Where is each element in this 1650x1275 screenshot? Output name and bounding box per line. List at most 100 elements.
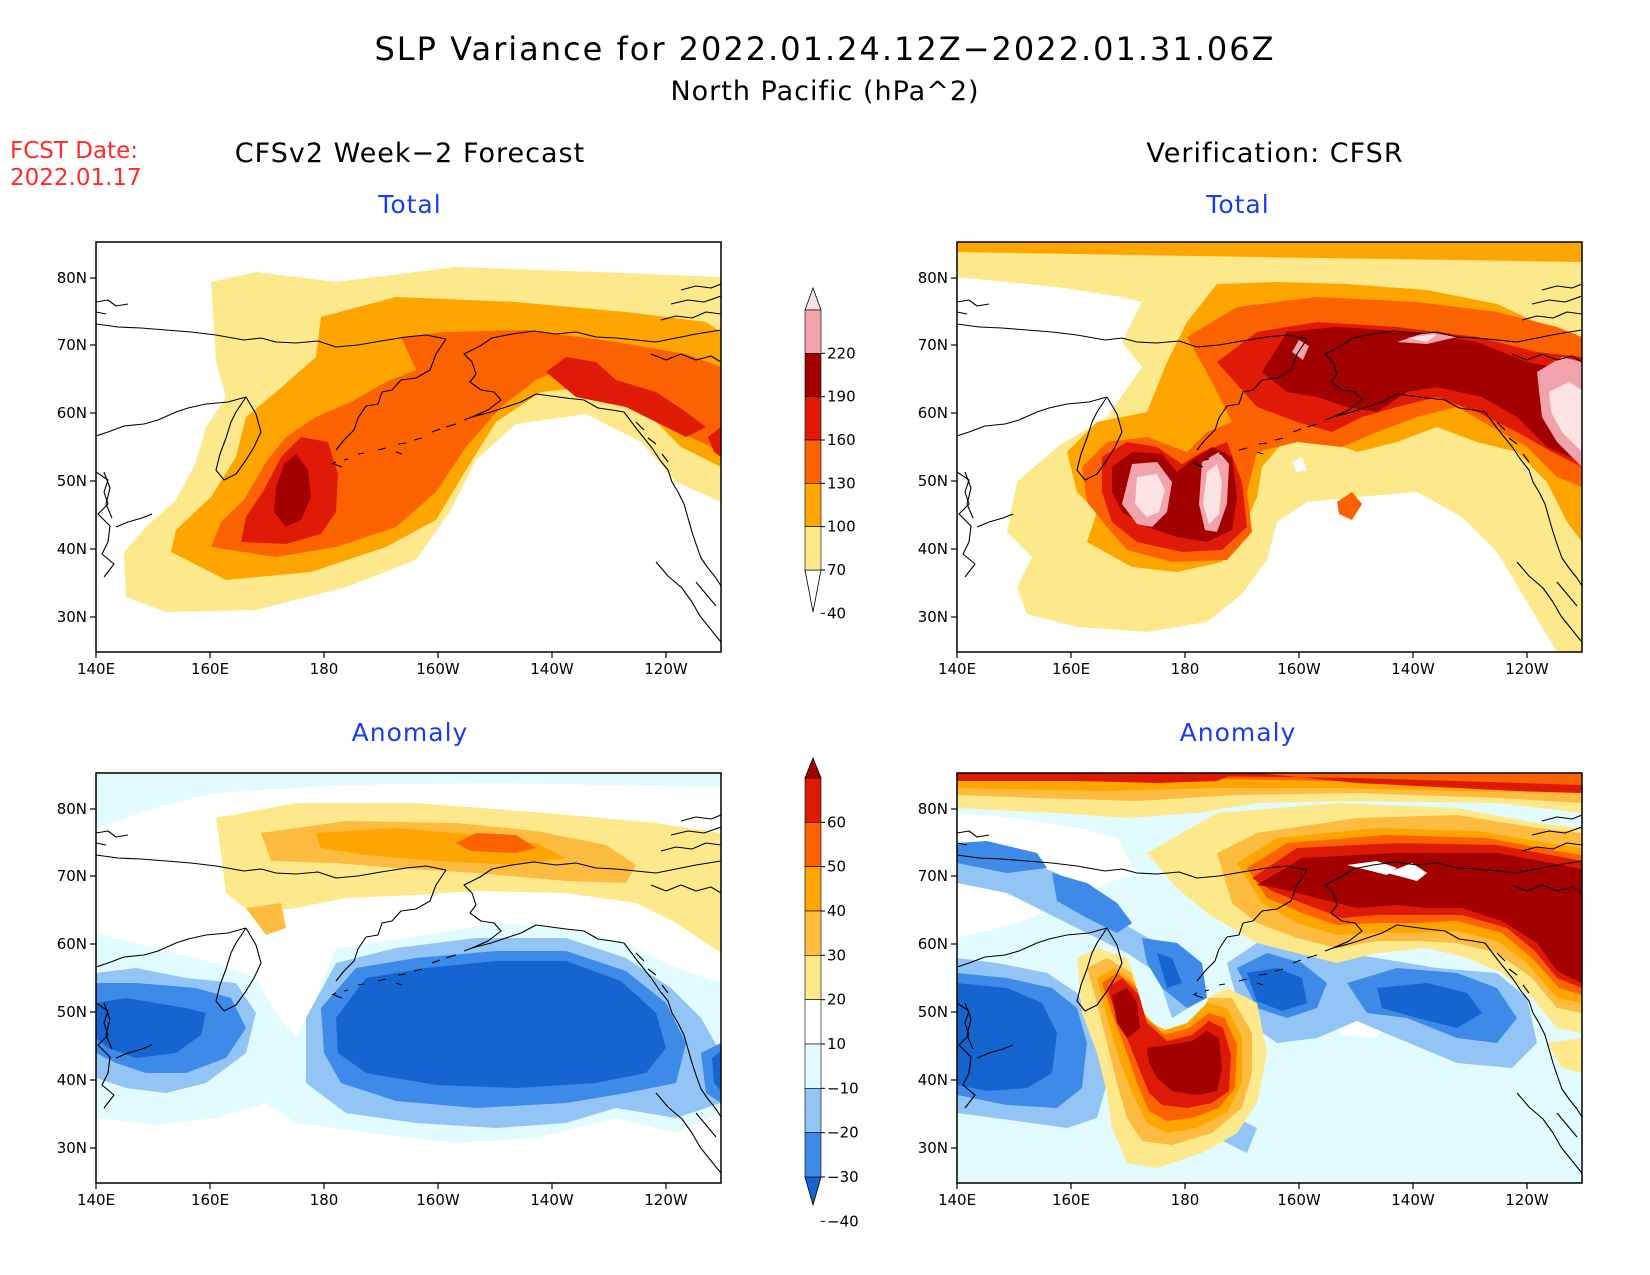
lon-label-verification-total-1: 160E bbox=[1052, 660, 1090, 678]
fcst-date-block: FCST Date: 2022.01.17 bbox=[10, 138, 142, 192]
lon-label-verification-total-0: 140E bbox=[938, 660, 976, 678]
lat-label-verification-anomaly-5: 30N bbox=[918, 1139, 948, 1157]
lon-label-forecast-anomaly-2: 180 bbox=[310, 1191, 339, 1209]
lon-label-forecast-total-1: 160E bbox=[191, 660, 229, 678]
lon-label-verification-total-5: 120W bbox=[1505, 660, 1549, 678]
cbar-anom-swatch-1 bbox=[804, 822, 822, 867]
lon-label-verification-total-2: 180 bbox=[1171, 660, 1200, 678]
panel-title-verification-anomaly: Anomaly bbox=[1179, 718, 1297, 747]
lon-label-forecast-anomaly-4: 140W bbox=[530, 1191, 574, 1209]
cbar-total-label-3: 130 bbox=[827, 474, 856, 492]
lon-label-forecast-total-4: 140W bbox=[530, 660, 574, 678]
colorbar-total: 40 70 100 130 160 190 220 bbox=[804, 286, 856, 622]
cbar-anom-swatch-6 bbox=[804, 1043, 822, 1089]
cbar-anom-label-8: 50 bbox=[827, 858, 846, 876]
cbar-anom-label-9: 60 bbox=[827, 813, 846, 831]
lat-label-verification-total-2: 60N bbox=[918, 404, 948, 422]
cbar-total-label-5: 190 bbox=[827, 388, 856, 406]
lat-label-forecast-anomaly-5: 30N bbox=[57, 1139, 87, 1157]
cbar-total-label-2: 100 bbox=[827, 518, 856, 536]
map-verification-total bbox=[950, 241, 1583, 659]
cbar-total-swatch-0 bbox=[804, 309, 822, 354]
lat-label-verification-anomaly-4: 40N bbox=[918, 1071, 948, 1089]
lon-label-verification-anomaly-0: 140E bbox=[938, 1191, 976, 1209]
cbar-total-swatch-1 bbox=[804, 353, 822, 397]
lat-label-verification-total-1: 70N bbox=[918, 336, 948, 354]
cbar-total-swatch-2 bbox=[804, 396, 822, 441]
lon-label-forecast-total-3: 160W bbox=[416, 660, 460, 678]
cbar-anom-cap-top bbox=[804, 756, 822, 779]
cbar-anom-label-2: −20 bbox=[827, 1124, 859, 1142]
panel-title-forecast-total: Total bbox=[378, 190, 442, 219]
lon-label-forecast-total-0: 140E bbox=[77, 660, 115, 678]
cbar-total-label-1: 70 bbox=[827, 561, 846, 579]
map-forecast-total bbox=[89, 241, 722, 659]
lat-label-verification-total-3: 50N bbox=[918, 472, 948, 490]
lon-label-forecast-anomaly-3: 160W bbox=[416, 1191, 460, 1209]
lon-label-verification-anomaly-5: 120W bbox=[1505, 1191, 1549, 1209]
lat-label-verification-total-0: 80N bbox=[918, 269, 948, 287]
cbar-total-label-4: 160 bbox=[827, 431, 856, 449]
cbar-anom-label-5: 20 bbox=[827, 991, 846, 1009]
lat-label-verification-anomaly-3: 50N bbox=[918, 1003, 948, 1021]
fcst-date-value: 2022.01.17 bbox=[10, 165, 142, 191]
lon-label-verification-anomaly-1: 160E bbox=[1052, 1191, 1090, 1209]
page-subtitle: North Pacific (hPa^2) bbox=[670, 76, 980, 107]
lat-label-forecast-anomaly-4: 40N bbox=[57, 1071, 87, 1089]
lon-label-forecast-total-5: 120W bbox=[644, 660, 688, 678]
lat-label-forecast-anomaly-2: 60N bbox=[57, 935, 87, 953]
fcst-date-label: FCST Date: bbox=[10, 138, 138, 164]
lat-label-forecast-total-0: 80N bbox=[57, 269, 87, 287]
cbar-anom-swatch-4 bbox=[804, 955, 822, 1000]
cbar-anom-swatch-8 bbox=[804, 1132, 822, 1178]
lon-label-verification-anomaly-4: 140W bbox=[1391, 1191, 1435, 1209]
lat-label-verification-total-5: 30N bbox=[918, 608, 948, 626]
cbar-total-swatch-4 bbox=[804, 483, 822, 527]
lat-label-forecast-anomaly-0: 80N bbox=[57, 800, 87, 818]
axis-labels: 80N 70N 60N 50N 40N 30N 140E 160E 180 160W 140W 120… bbox=[57, 269, 1549, 1209]
lon-label-forecast-anomaly-0: 140E bbox=[77, 1191, 115, 1209]
lat-label-verification-total-4: 40N bbox=[918, 540, 948, 558]
cbar-anom-swatch-7 bbox=[804, 1088, 822, 1133]
cbar-anom-label-3: −10 bbox=[827, 1079, 859, 1097]
lat-label-verification-anomaly-0: 80N bbox=[918, 800, 948, 818]
lon-label-forecast-total-2: 180 bbox=[310, 660, 339, 678]
cbar-total-cap-bottom bbox=[804, 569, 822, 613]
lat-label-forecast-anomaly-3: 50N bbox=[57, 1003, 87, 1021]
cbar-total-label-6: 220 bbox=[827, 344, 856, 362]
cbar-anom-swatch-5 bbox=[804, 999, 822, 1045]
lat-label-verification-anomaly-1: 70N bbox=[918, 867, 948, 885]
lat-label-forecast-anomaly-1: 70N bbox=[57, 867, 87, 885]
panel-title-verification-total: Total bbox=[1206, 190, 1270, 219]
cbar-total-swatch-3 bbox=[804, 439, 822, 484]
lat-label-forecast-total-2: 60N bbox=[57, 404, 87, 422]
lon-label-forecast-anomaly-5: 120W bbox=[644, 1191, 688, 1209]
cbar-total-cap-top bbox=[804, 286, 822, 311]
page-title: SLP Variance for 2022.01.24.12Z−2022.01.… bbox=[374, 30, 1276, 68]
lon-label-verification-anomaly-2: 180 bbox=[1171, 1191, 1200, 1209]
cbar-anom-swatch-0 bbox=[804, 777, 822, 823]
lat-label-forecast-total-4: 40N bbox=[57, 540, 87, 558]
cbar-anom-label-7: 40 bbox=[827, 902, 846, 920]
lon-label-verification-total-3: 160W bbox=[1277, 660, 1321, 678]
lat-label-forecast-total-5: 30N bbox=[57, 608, 87, 626]
lon-label-forecast-anomaly-1: 160E bbox=[191, 1191, 229, 1209]
map-forecast-anomaly bbox=[89, 772, 722, 1190]
map-verification-anomaly bbox=[950, 772, 1583, 1190]
lat-label-forecast-total-1: 70N bbox=[57, 336, 87, 354]
cbar-anom-label-6: 30 bbox=[827, 946, 846, 964]
lon-label-verification-total-4: 140W bbox=[1391, 660, 1435, 678]
lat-label-forecast-total-3: 50N bbox=[57, 472, 87, 490]
colorbar-anomaly: −40 −30 −20 −10 10 20 30 40 50 60 bbox=[804, 756, 859, 1230]
cbar-total-label-0: 40 bbox=[827, 604, 846, 622]
cbar-anom-label-0: −40 bbox=[827, 1212, 859, 1230]
cbar-anom-label-4: 10 bbox=[827, 1035, 846, 1053]
cbar-anom-swatch-3 bbox=[804, 910, 822, 956]
cbar-total-swatch-5 bbox=[804, 526, 822, 571]
column-title-forecast: CFSv2 Week−2 Forecast bbox=[234, 138, 586, 169]
lat-label-verification-anomaly-2: 60N bbox=[918, 935, 948, 953]
column-title-verification: Verification: CFSR bbox=[1146, 138, 1404, 169]
cbar-anom-swatch-2 bbox=[804, 866, 822, 912]
cbar-anom-label-1: −30 bbox=[827, 1168, 859, 1186]
